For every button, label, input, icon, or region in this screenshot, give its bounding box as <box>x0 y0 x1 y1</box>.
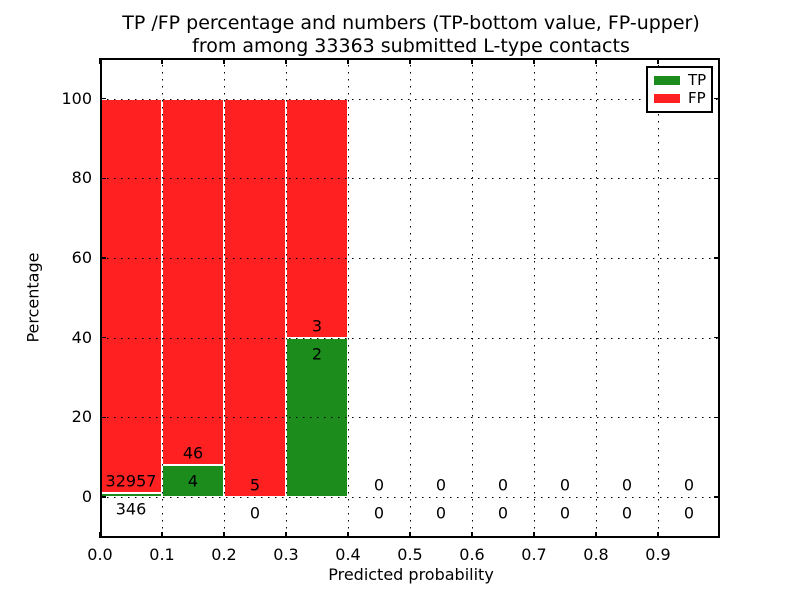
tp-count-label: 346 <box>115 499 147 519</box>
chart-title-line1: TP /FP percentage and numbers (TP-bottom… <box>122 12 700 34</box>
x-tick-bottom <box>533 532 535 538</box>
v-gridline <box>286 58 287 538</box>
fp-count-label: 46 <box>182 443 204 463</box>
y-tick-label: 20 <box>71 407 92 427</box>
x-tick-top <box>595 58 597 64</box>
x-tick-bottom <box>347 532 349 538</box>
v-gridline <box>472 58 473 538</box>
y-tick-left <box>100 177 106 180</box>
y-tick-left <box>100 97 106 100</box>
fp-bar-segment <box>286 98 348 338</box>
y-tick-left <box>100 496 106 498</box>
v-gridline <box>224 58 225 538</box>
x-tick-top <box>285 58 287 64</box>
y-tick-label: 80 <box>71 168 92 188</box>
tp-count-label: 0 <box>373 503 385 523</box>
fp-count-label: 32957 <box>105 471 157 491</box>
x-tick-bottom <box>161 532 163 538</box>
fp-count-label: 3 <box>311 316 323 336</box>
tp-count-label: 0 <box>621 503 633 523</box>
y-tick-right <box>714 257 720 259</box>
chart-title: TP /FP percentage and numbers (TP-bottom… <box>100 12 722 58</box>
y-tick-label: 100 <box>61 88 92 108</box>
x-tick-top <box>99 58 101 64</box>
legend-item: TP <box>654 71 707 89</box>
v-gridline <box>162 58 163 538</box>
legend-item: FP <box>654 89 706 107</box>
x-tick-bottom <box>223 532 225 538</box>
y-tick-right <box>714 336 720 339</box>
tp-legend-swatch <box>654 76 680 85</box>
x-tick-bottom <box>409 532 411 538</box>
tp-count-label: 0 <box>435 503 447 523</box>
y-tick-right <box>714 97 720 100</box>
x-tick-label: 0.5 <box>397 545 423 564</box>
tp-count-label: 2 <box>311 344 323 364</box>
x-tick-bottom <box>99 532 101 538</box>
x-tick-bottom <box>471 532 473 538</box>
y-tick-right <box>714 496 720 498</box>
x-tick-label: 0.8 <box>583 545 609 564</box>
fp-bar-segment <box>224 98 286 497</box>
x-tick-label: 0.1 <box>149 545 175 564</box>
y-tick-left <box>100 257 106 259</box>
y-tick-label: 40 <box>71 327 92 347</box>
x-tick-top <box>223 58 225 64</box>
x-tick-top <box>657 58 659 64</box>
x-tick-top <box>161 58 163 64</box>
plot-area: 32957 346 46 4 5 0 3 2 0 0 0 0 0 0 0 0 0 0 0 0 TP FP <box>99 58 720 538</box>
y-tick-label: 60 <box>71 247 92 267</box>
fp-count-label: 5 <box>249 475 261 495</box>
x-tick-label: 0.2 <box>211 545 237 564</box>
legend-label: FP <box>688 89 706 107</box>
v-gridline <box>534 58 535 538</box>
legend: TP FP <box>646 66 713 113</box>
x-tick-top <box>347 58 349 64</box>
x-tick-bottom <box>657 532 659 538</box>
fp-count-label: 0 <box>497 475 509 495</box>
fp-bar-segment <box>162 98 224 466</box>
y-tick-left <box>100 416 106 419</box>
fp-bar-segment <box>100 98 162 493</box>
fp-count-label: 0 <box>435 475 447 495</box>
x-tick-label: 0.7 <box>521 545 547 564</box>
tp-count-label: 0 <box>683 503 695 523</box>
y-axis-label: Percentage <box>23 252 43 343</box>
v-gridline <box>596 58 597 538</box>
chart-title-line2: from among 33363 submitted L-type contac… <box>192 35 630 57</box>
fp-legend-swatch <box>654 94 680 103</box>
x-tick-bottom <box>595 532 597 538</box>
x-tick-label: 0.0 <box>87 545 113 564</box>
tp-count-label: 0 <box>249 503 261 523</box>
v-gridline <box>658 58 659 538</box>
y-tick-right <box>714 177 720 180</box>
x-tick-label: 0.3 <box>273 545 299 564</box>
y-tick-right <box>714 416 720 419</box>
fp-count-label: 0 <box>621 475 633 495</box>
v-gridline <box>348 58 349 538</box>
x-tick-bottom <box>285 532 287 538</box>
x-tick-top <box>533 58 535 64</box>
x-tick-top <box>409 58 411 64</box>
fp-count-label: 0 <box>373 475 385 495</box>
tp-count-label: 0 <box>559 503 571 523</box>
y-tick-left <box>100 336 106 339</box>
fp-count-label: 0 <box>559 475 571 495</box>
v-gridline <box>410 58 411 538</box>
legend-label: TP <box>688 71 707 89</box>
x-axis-label: Predicted probability <box>328 565 494 584</box>
y-tick-label: 0 <box>81 486 92 506</box>
x-tick-label: 0.9 <box>645 545 671 564</box>
x-tick-label: 0.6 <box>459 545 485 564</box>
tp-count-label: 4 <box>187 471 199 491</box>
tp-count-label: 0 <box>497 503 509 523</box>
x-tick-top <box>471 58 473 64</box>
x-tick-label: 0.4 <box>335 545 361 564</box>
fp-count-label: 0 <box>683 475 695 495</box>
